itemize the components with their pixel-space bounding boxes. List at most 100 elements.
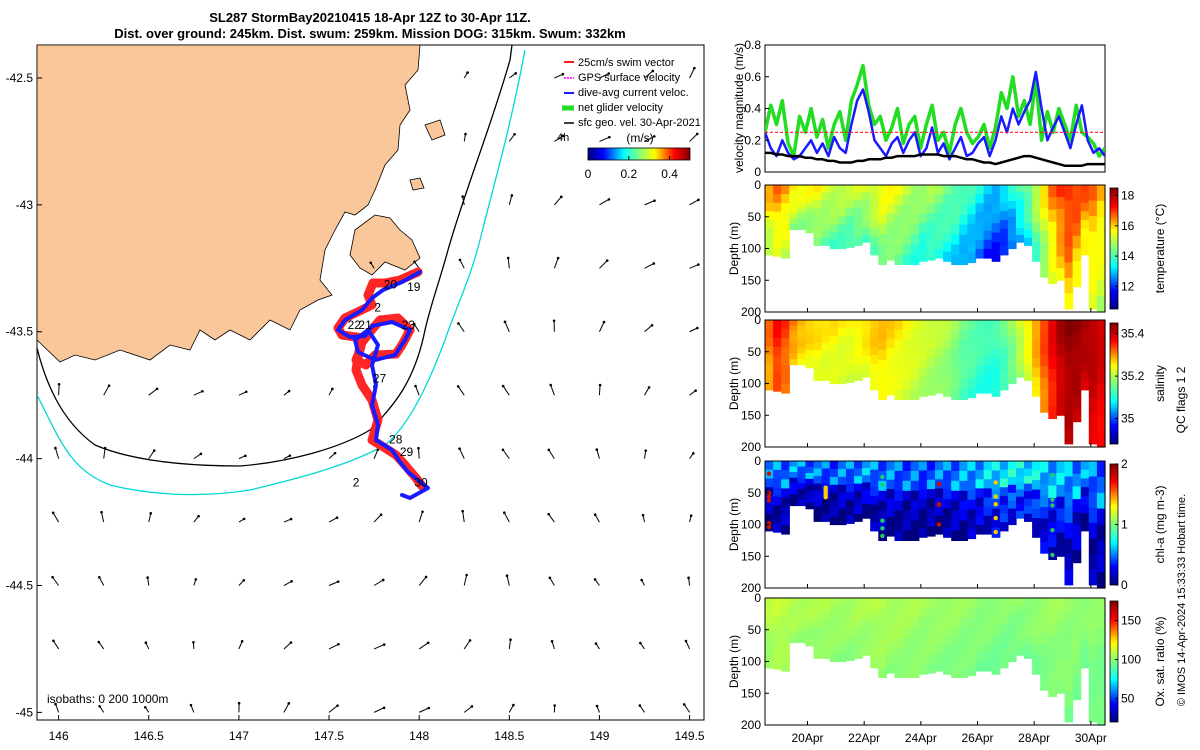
heatmap-cell	[935, 625, 944, 635]
heatmap-cell	[846, 484, 855, 492]
heatmap-cell	[967, 666, 976, 676]
heatmap-cell	[862, 235, 871, 243]
vector-arrow-head	[553, 319, 556, 322]
heatmap-cell	[1056, 245, 1065, 258]
heatmap-cell	[1040, 530, 1049, 542]
heatmap-cell	[903, 380, 912, 391]
heatmap-cell	[1000, 364, 1009, 373]
heatmap-cell	[838, 241, 847, 250]
heatmap-cell	[846, 343, 855, 351]
heatmap-cell	[903, 658, 912, 669]
heatmap-cell	[1032, 598, 1041, 608]
heatmap-cell	[870, 203, 879, 212]
vector-arrow-head	[696, 133, 699, 136]
heatmap-cell	[959, 360, 968, 371]
heatmap-cell	[838, 485, 847, 494]
heatmap-cell	[951, 531, 960, 542]
map-colorbar	[588, 148, 690, 160]
heatmap-cbar-tick-label: 150	[1121, 614, 1141, 628]
heatmap-cell	[846, 606, 855, 614]
heatmap-cell	[781, 320, 790, 330]
heatmap-cell	[935, 338, 944, 348]
heatmap-cell	[1048, 320, 1057, 333]
heatmap-cell	[992, 387, 1001, 397]
heatmap-cell	[773, 364, 782, 374]
heatmap-cell	[838, 477, 847, 486]
heatmap-cell	[781, 635, 790, 645]
heatmap-cell	[895, 461, 904, 472]
heatmap-cell	[967, 471, 976, 481]
heatmap-colorbar	[1110, 601, 1118, 722]
heatmap-cell	[895, 350, 904, 361]
heatmap-cell	[1040, 461, 1049, 473]
heatmap-cell	[765, 505, 774, 514]
vector-arrow-head	[511, 194, 514, 197]
heatmap-cell	[854, 350, 863, 358]
heatmap-cell	[919, 518, 928, 528]
heatmap-cell	[765, 203, 774, 212]
vector-arrow-head	[514, 72, 517, 75]
vector-arrow-head	[290, 518, 293, 521]
heatmap-cell	[1073, 371, 1082, 384]
heatmap-cell	[951, 598, 960, 609]
heatmap-cell	[789, 500, 798, 506]
heatmap-cell	[830, 630, 839, 639]
heatmap-cell	[919, 320, 928, 330]
heatmap-cell	[935, 616, 944, 626]
heatmap-cell	[927, 527, 936, 537]
heatmap-cell	[895, 481, 904, 492]
vector-arrow-head	[241, 640, 244, 643]
heatmap-cell	[895, 608, 904, 619]
heatmap-cell	[1040, 332, 1049, 344]
heatmap-cell	[1048, 357, 1057, 370]
heatmap-cell	[1048, 672, 1057, 685]
heatmap-cell	[1008, 469, 1017, 478]
vector-arrow-head	[195, 578, 198, 581]
heatmap-cell	[895, 628, 904, 639]
vector-arrow-head	[52, 511, 55, 514]
heatmap-cell	[992, 377, 1001, 387]
heatmap-cell	[1008, 501, 1017, 510]
heatmap-cell	[1000, 496, 1009, 505]
heatmap-cell	[781, 222, 790, 232]
heatmap-cell	[1065, 660, 1074, 676]
heatmap-cell	[822, 373, 831, 381]
heatmap-cell	[1073, 409, 1082, 422]
heatmap-cell	[1000, 607, 1009, 616]
heatmap-cell	[976, 212, 985, 222]
heatmap-cell	[797, 218, 806, 224]
heatmap-cell	[830, 241, 839, 250]
heatmap-cell	[1056, 332, 1065, 345]
heatmap-cell	[797, 637, 806, 643]
heatmap-cell	[1056, 646, 1065, 659]
heatmap-cell	[862, 349, 871, 357]
heatmap-cell	[806, 332, 815, 339]
heatmap-cell	[870, 372, 879, 381]
heatmap-colorbar	[1110, 188, 1118, 309]
heatmap-cell	[1073, 525, 1082, 538]
heatmap-cell	[1089, 247, 1098, 263]
heatmap-cell	[781, 653, 790, 663]
heatmap-cell	[854, 598, 863, 606]
heatmap-cell	[854, 484, 863, 492]
heatmap-cell	[927, 480, 936, 490]
heatmap-cell	[976, 231, 985, 241]
heatmap-cell	[854, 208, 863, 216]
heatmap-cell	[927, 499, 936, 509]
heatmap-cell	[1065, 231, 1074, 247]
vector-arrow-head	[190, 704, 193, 707]
heatmap-cell	[765, 246, 774, 255]
heatmap-cell	[1008, 598, 1017, 607]
heatmap-cell	[838, 225, 847, 234]
heatmap-cell	[797, 191, 806, 197]
heatmap-cell	[765, 598, 774, 607]
heatmap-cell	[789, 320, 798, 326]
heatmap-cell	[951, 668, 960, 679]
heatmap-cell	[1016, 605, 1025, 613]
heatmap-cell	[1000, 479, 1009, 488]
heatmap-cell	[846, 653, 855, 661]
heatmap-cell	[838, 461, 847, 470]
heatmap-cell	[797, 337, 806, 343]
heatmap-cell	[927, 607, 936, 617]
heatmap-cell	[870, 650, 879, 659]
